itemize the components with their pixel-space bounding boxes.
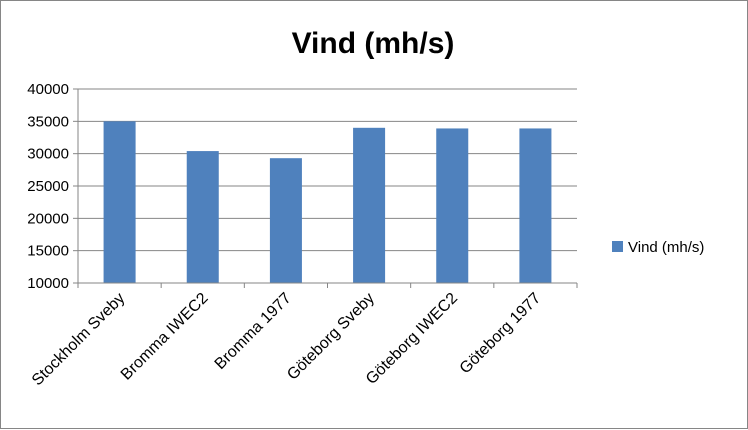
bar — [269, 158, 302, 283]
legend-label: Vind (mh/s) — [628, 239, 704, 256]
bar — [103, 121, 136, 283]
bar — [436, 128, 469, 283]
bar — [519, 128, 552, 283]
y-tick-label: 15000 — [27, 243, 69, 260]
x-tick-label: Bromma 1977 — [212, 290, 295, 373]
y-tick-label: 25000 — [27, 178, 69, 195]
x-tick-label: Göteborg IWEC2 — [363, 290, 461, 388]
y-tick-label: 10000 — [27, 275, 69, 292]
x-tick-label: Göteborg 1977 — [457, 290, 545, 378]
y-tick-label: 20000 — [27, 210, 69, 227]
bar — [353, 127, 386, 283]
x-tick-label: Göteborg Sveby — [284, 290, 378, 384]
x-tick-label: Stockholm Sveby — [29, 290, 128, 389]
y-axis: 10000 15000 20000 25000 30000 35000 40000 — [27, 81, 79, 292]
chart-title: Vind (mh/s) — [292, 27, 455, 60]
bars — [103, 121, 552, 283]
x-tick-label: Bromma IWEC2 — [118, 290, 212, 384]
bar — [186, 151, 219, 283]
gridlines — [78, 88, 577, 252]
y-tick-label: 35000 — [27, 113, 69, 130]
y-tick-label: 30000 — [27, 146, 69, 163]
legend-swatch — [612, 241, 623, 252]
legend: Vind (mh/s) — [612, 239, 704, 256]
y-tick-label: 40000 — [27, 81, 69, 98]
